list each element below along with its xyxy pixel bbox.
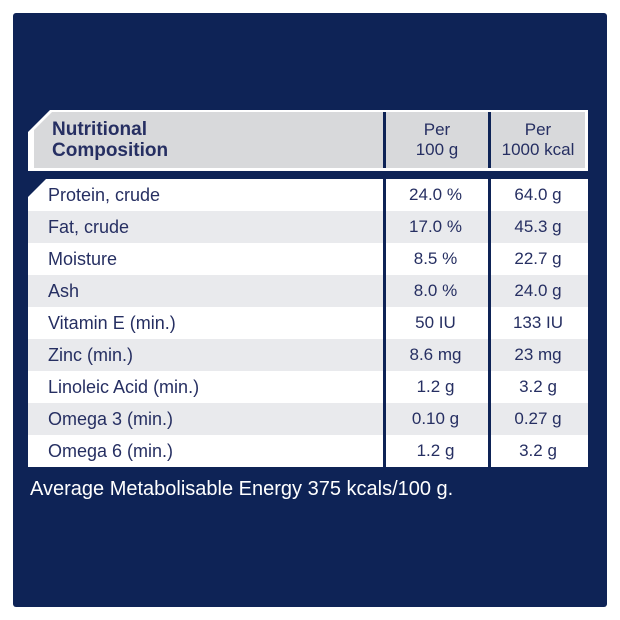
row-value-per-100g: 8.5 % bbox=[413, 249, 458, 268]
header-column-divider bbox=[488, 112, 491, 168]
table-header-row: Nutritional Composition Per 100 g Per 10… bbox=[34, 112, 585, 168]
row-label: Linoleic Acid (min.) bbox=[48, 376, 200, 397]
column-header-per-1000kcal: Per 1000 kcal bbox=[491, 112, 585, 168]
table-row: Linoleic Acid (min.) 1.2 g 3.2 g bbox=[28, 371, 588, 403]
row-value-per-1000kcal: 23 mg bbox=[514, 345, 562, 364]
row-value-per-1000kcal: 24.0 g bbox=[514, 281, 562, 300]
table-row: Protein, crude 24.0 % 64.0 g bbox=[28, 179, 588, 211]
row-value-per-1000kcal: 3.2 g bbox=[519, 377, 557, 396]
row-value-per-1000kcal: 45.3 g bbox=[514, 217, 562, 236]
row-value-per-100g: 17.0 % bbox=[409, 217, 462, 236]
table-body: Protein, crude 24.0 % 64.0 g Fat, crude 17.0… bbox=[28, 179, 588, 467]
row-value-per-100g: 8.6 mg bbox=[409, 345, 462, 364]
row-label: Moisture bbox=[48, 248, 118, 269]
body-column-divider bbox=[383, 179, 386, 467]
metabolisable-energy-note: Average Metabolisable Energy 375 kcals/1… bbox=[30, 478, 454, 500]
row-label: Zinc (min.) bbox=[48, 344, 133, 365]
row-value-per-100g: 8.0 % bbox=[413, 281, 458, 300]
nutrition-panel: Nutritional Composition Per 100 g Per 10… bbox=[13, 13, 607, 607]
table-title: Nutritional Composition bbox=[34, 112, 383, 168]
row-value-per-100g: 0.10 g bbox=[411, 409, 460, 428]
row-label: Protein, crude bbox=[48, 184, 161, 205]
table-header: Nutritional Composition Per 100 g Per 10… bbox=[28, 110, 588, 171]
body-column-divider bbox=[488, 179, 491, 467]
row-value-per-1000kcal: 64.0 g bbox=[514, 185, 562, 204]
table-row: Omega 3 (min.) 0.10 g 0.27 g bbox=[28, 403, 588, 435]
row-value-per-100g: 1.2 g bbox=[416, 377, 455, 396]
table-row: Fat, crude 17.0 % 45.3 g bbox=[28, 211, 588, 243]
row-label: Fat, crude bbox=[48, 216, 130, 237]
row-label: Omega 3 (min.) bbox=[48, 408, 174, 429]
table-row: Zinc (min.) 8.6 mg 23 mg bbox=[28, 339, 588, 371]
row-value-per-1000kcal: 133 IU bbox=[512, 313, 564, 332]
table-row: Ash 8.0 % 24.0 g bbox=[28, 275, 588, 307]
row-value-per-1000kcal: 3.2 g bbox=[519, 441, 557, 460]
row-label: Vitamin E (min.) bbox=[48, 312, 176, 333]
column-header-per-100g: Per 100 g bbox=[386, 112, 488, 168]
table-row: Omega 6 (min.) 1.2 g 3.2 g bbox=[28, 435, 588, 467]
row-label: Ash bbox=[48, 280, 80, 301]
row-label: Omega 6 (min.) bbox=[48, 440, 174, 461]
table-row: Vitamin E (min.) 50 IU 133 IU bbox=[28, 307, 588, 339]
row-value-per-100g: 24.0 % bbox=[409, 185, 462, 204]
row-value-per-100g: 50 IU bbox=[415, 313, 456, 332]
row-value-per-1000kcal: 0.27 g bbox=[514, 409, 562, 428]
row-value-per-100g: 1.2 g bbox=[416, 441, 455, 460]
header-column-divider bbox=[383, 112, 386, 168]
table-row: Moisture 8.5 % 22.7 g bbox=[28, 243, 588, 275]
row-value-per-1000kcal: 22.7 g bbox=[514, 249, 562, 268]
